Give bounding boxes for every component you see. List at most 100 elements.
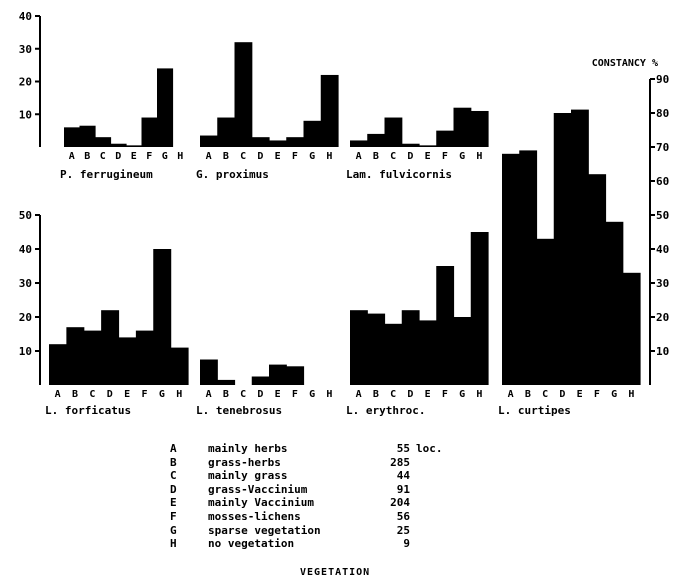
bar (234, 42, 253, 148)
bar (419, 320, 437, 385)
right-y-tick-label: 70 (656, 141, 669, 154)
panel-label: Lam. fulvicornis (346, 168, 452, 181)
bar (217, 117, 236, 147)
x-tick-label: G (459, 389, 465, 400)
y-tick-label: 50 (19, 209, 32, 222)
x-tick-label: C (240, 151, 246, 162)
legend-count: 9 (403, 537, 410, 551)
bar (101, 310, 120, 385)
legend-code: D (170, 482, 177, 496)
legend-code: B (170, 455, 177, 469)
x-tick-label: C (542, 389, 548, 400)
bar (350, 140, 368, 147)
legend-count: 55 (396, 442, 410, 455)
bar (384, 323, 403, 385)
x-tick-label: A (508, 389, 514, 400)
x-tick-label: G (309, 389, 315, 400)
x-tick-label: A (356, 151, 362, 162)
x-tick-label: D (107, 389, 113, 400)
x-tick-label: B (223, 151, 229, 162)
right-y-tick-label: 80 (656, 107, 669, 120)
right-y-tick-label: 10 (656, 345, 669, 358)
x-axis-title: VEGETATION (300, 567, 371, 578)
x-tick-label: G (159, 389, 165, 400)
x-tick-label: E (425, 389, 431, 400)
legend-count: 91 (396, 482, 410, 496)
x-tick-label: H (476, 151, 482, 162)
legend-code: E (170, 496, 177, 510)
x-tick-label: G (611, 389, 617, 400)
right-y-tick-label: 40 (656, 243, 669, 256)
bar (367, 133, 386, 147)
x-tick-label: E (124, 389, 130, 400)
x-tick-label: B (525, 389, 531, 400)
bar (588, 174, 607, 385)
legend-count: 285 (390, 455, 410, 469)
x-tick-label: H (326, 389, 332, 400)
x-tick-label: F (292, 389, 298, 400)
bar (436, 130, 455, 147)
x-tick-label: F (594, 389, 600, 400)
bar (141, 117, 158, 147)
bar (79, 125, 96, 147)
x-tick-label: B (373, 389, 379, 400)
legend-code: C (170, 469, 177, 483)
y-tick-label: 10 (19, 345, 32, 358)
x-tick-label: C (89, 389, 95, 400)
right-y-tick-label: 90 (656, 73, 669, 86)
x-tick-label: G (459, 151, 465, 162)
x-tick-label: C (390, 151, 396, 162)
y-tick-label: 20 (19, 311, 32, 324)
bar (622, 272, 641, 385)
bar (536, 238, 555, 385)
bar (118, 337, 137, 385)
x-tick-label: F (442, 151, 448, 162)
legend-code: F (170, 509, 177, 523)
x-tick-label: B (223, 389, 229, 400)
x-tick-label: D (407, 389, 413, 400)
x-tick-label: D (559, 389, 565, 400)
bar (419, 145, 437, 147)
bar (470, 232, 489, 385)
legend-code: H (170, 537, 177, 551)
right-y-tick-label: 50 (656, 209, 669, 222)
y-tick-label: 40 (19, 10, 32, 23)
panel-label: L. forficatus (45, 404, 131, 417)
legend-label: grass-Vaccinium (208, 482, 308, 496)
bar (135, 330, 154, 385)
x-tick-label: D (407, 151, 413, 162)
x-tick-label: A (206, 389, 212, 400)
bar (95, 137, 112, 147)
y-tick-label: 30 (19, 277, 32, 290)
bar (453, 107, 472, 147)
bar (170, 347, 189, 385)
x-tick-label: B (84, 151, 90, 162)
panel-label: P. ferrugineum (60, 168, 153, 181)
bar (384, 117, 403, 147)
x-tick-label: D (257, 151, 263, 162)
bar (66, 327, 85, 385)
x-tick-label: B (373, 151, 379, 162)
legend-count: 25 (396, 523, 410, 537)
bar (401, 143, 420, 147)
panel-label: L. curtipes (498, 404, 571, 417)
bar (502, 153, 520, 385)
legend-label: mainly herbs (208, 442, 288, 455)
bar (605, 221, 624, 385)
legend-count: 44 (396, 469, 410, 483)
bar (251, 137, 270, 147)
bar (286, 137, 305, 147)
x-tick-label: H (476, 389, 482, 400)
x-tick-label: E (425, 151, 431, 162)
legend-label: mosses-lichens (208, 509, 301, 523)
x-tick-label: F (292, 151, 298, 162)
legend-label: mainly grass (208, 469, 288, 483)
